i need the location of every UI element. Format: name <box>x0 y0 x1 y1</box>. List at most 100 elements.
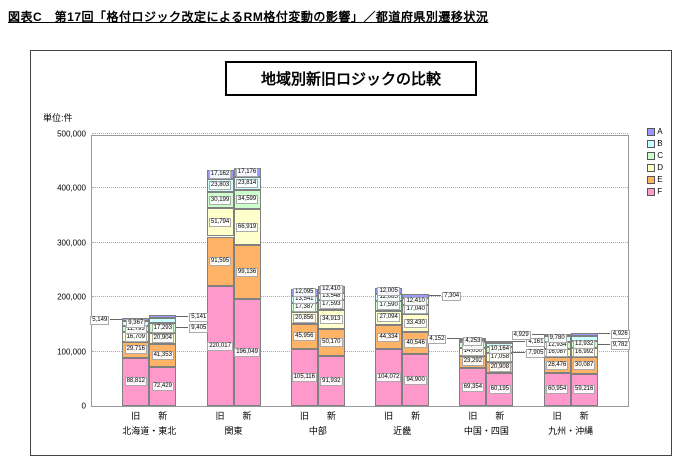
bar-segment-B: 23,814 <box>233 177 261 191</box>
callout-value-label: 9,405 <box>189 323 209 333</box>
segment-value-label: 51,794 <box>208 217 232 227</box>
bar-segment-C: 17,293 <box>149 323 177 333</box>
legend-swatch-B <box>647 139 656 148</box>
segment-value-label: 17,176 <box>235 168 259 178</box>
bar-segment-E: 30,087 <box>570 357 598 374</box>
bar-segment-F: 91,932 <box>317 356 345 406</box>
segment-value-label: 91,932 <box>320 376 343 386</box>
bar-segment-D: 34,913 <box>317 309 345 329</box>
bar-segment-F: 59,216 <box>570 373 598 406</box>
bar-segment-E: 50,170 <box>317 328 345 356</box>
legend-item-D: D <box>647 163 663 172</box>
bar-segment-E: 29,716 <box>122 341 150 358</box>
segment-value-label: 40,546 <box>404 338 427 348</box>
segment-value-label: 12,410 <box>320 284 343 294</box>
bar-segment-F: 60,954 <box>543 372 571 406</box>
segment-value-label: 94,900 <box>404 375 427 385</box>
bar-segment-B: 9,780 <box>543 334 571 344</box>
segment-value-label: 91,595 <box>208 256 232 266</box>
legend-label: C <box>657 151 663 160</box>
segment-value-label: 72,429 <box>151 381 174 391</box>
segment-value-label: 16,087 <box>546 348 569 358</box>
x-axis-bar-label: 新 <box>158 411 168 421</box>
bar-group: 88,812 29,716 16,709 11,793 9,367 5,149 旧 72,42… <box>90 312 209 436</box>
bar-segment-D: 16,709 <box>122 332 150 342</box>
x-axis-region-label: 北海道・東北 <box>122 426 177 436</box>
legend-swatch-F <box>647 187 656 196</box>
bar-segment-B: 9,367 <box>122 318 150 328</box>
bar-segment-F: 69,354 <box>459 368 487 406</box>
legend-label: B <box>657 139 663 148</box>
bar-segment-A: 12,410 <box>317 284 345 294</box>
stacked-bar: 88,812 29,716 16,709 11,793 9,367 5,149 旧 <box>90 315 150 421</box>
bar-segment-D: 33,430 <box>402 314 430 333</box>
callout-value-label: 7,304 <box>442 292 462 302</box>
stacked-bar: 60,195 20,908 17,058 10,164 4,161 7,905 新 <box>486 337 546 421</box>
bar-segment-A: 17,176 <box>233 167 261 178</box>
callout-value-label: 4,161 <box>526 337 546 347</box>
bar-segment-C: 17,040 <box>402 304 430 315</box>
bar-segment-B: 23,803 <box>206 178 234 192</box>
legend-swatch-D <box>647 163 656 172</box>
bar-segment-A: 12,095 <box>290 287 318 297</box>
legend-item-A: A <box>647 127 663 136</box>
bar-segment-A: 17,162 <box>206 169 234 179</box>
bar-segment-B: 12,410 <box>402 297 430 306</box>
segment-value-label: 20,856 <box>293 313 316 323</box>
segment-value-label: 10,164 <box>488 345 512 355</box>
legend-label: F <box>657 187 663 196</box>
segment-value-label: 12,095 <box>293 287 316 297</box>
x-axis-region-label: 九州・沖縄 <box>548 426 594 436</box>
y-axis-tick-label: 100,000 <box>57 347 86 357</box>
bar-segment-A <box>486 340 514 343</box>
bar-segment-F: 94,900 <box>402 354 430 406</box>
bar-segment-F: 88,812 <box>122 357 150 406</box>
callout-leader-line <box>513 351 526 353</box>
segment-value-label: 17,593 <box>320 300 343 310</box>
callout-leader-line <box>513 340 526 342</box>
callout-value-label: 4,152 <box>427 335 447 344</box>
segment-value-label: 60,195 <box>488 385 512 395</box>
bar-group: 69,35423,29214,05010,1594,2534,152旧60,19… <box>427 335 546 436</box>
segment-value-label: 88,812 <box>124 377 147 387</box>
callout-leader-line <box>597 344 610 346</box>
bar-segment-A: 12,005 <box>375 286 403 296</box>
legend-item-C: C <box>647 151 663 160</box>
legend-swatch-C <box>647 151 656 160</box>
callout-value-label: 7,905 <box>526 348 546 358</box>
x-axis-bar-label: 旧 <box>384 411 394 421</box>
segment-value-label: 29,716 <box>124 345 147 355</box>
segment-value-label: 66,919 <box>235 222 259 232</box>
segment-value-label: 12,005 <box>377 286 400 296</box>
segment-value-label: 50,170 <box>320 337 343 347</box>
callout-leader-line <box>176 315 189 317</box>
bar-group: 220,017 91,595 51,794 30,199 23,803 17,162 旧 19… <box>206 167 261 436</box>
segment-value-label: 20,904 <box>151 333 174 343</box>
x-axis-region-label: 関東 <box>224 426 243 436</box>
segment-value-label: 9,780 <box>547 334 567 344</box>
unit-label: 単位:件 <box>43 113 73 123</box>
chart-title: 地域別新旧ロジックの比較 <box>224 61 478 96</box>
x-axis-bar-label: 旧 <box>552 411 562 421</box>
segment-value-label: 59,216 <box>573 385 596 395</box>
chart-frame: 地域別新旧ロジックの比較 単位:件 0 100,000 200,000 300,000… <box>30 50 672 456</box>
callout-leader-line <box>447 337 460 339</box>
bar-segment-C: 34,599 <box>233 190 261 210</box>
x-axis-bar-label: 新 <box>326 411 336 421</box>
gridline <box>92 133 628 134</box>
bar-segment-F: 72,429 <box>149 366 177 406</box>
bar-segment-E: 23,292 <box>459 355 487 369</box>
bar-segment-C: 17,593 <box>317 300 345 310</box>
legend-label: A <box>657 127 663 136</box>
bar-segment-F: 196,049 <box>233 299 261 406</box>
stacked-bar: 91,932 50,170 34,913 17,593 13,548 12,410 新 <box>317 284 345 421</box>
stacked-bar: 60,954 28,476 16,087 12,934 9,780 4,929 旧 <box>511 330 571 421</box>
segment-value-label: 30,087 <box>573 361 596 371</box>
bar-segment-D: 66,919 <box>233 209 261 246</box>
x-axis-bar-label: 新 <box>579 411 589 421</box>
bar-segment-E: 41,353 <box>149 344 177 367</box>
bar-segment-F: 105,116 <box>290 348 318 406</box>
segment-value-label: 220,017 <box>207 341 233 351</box>
segment-value-label: 17,387 <box>293 303 316 313</box>
